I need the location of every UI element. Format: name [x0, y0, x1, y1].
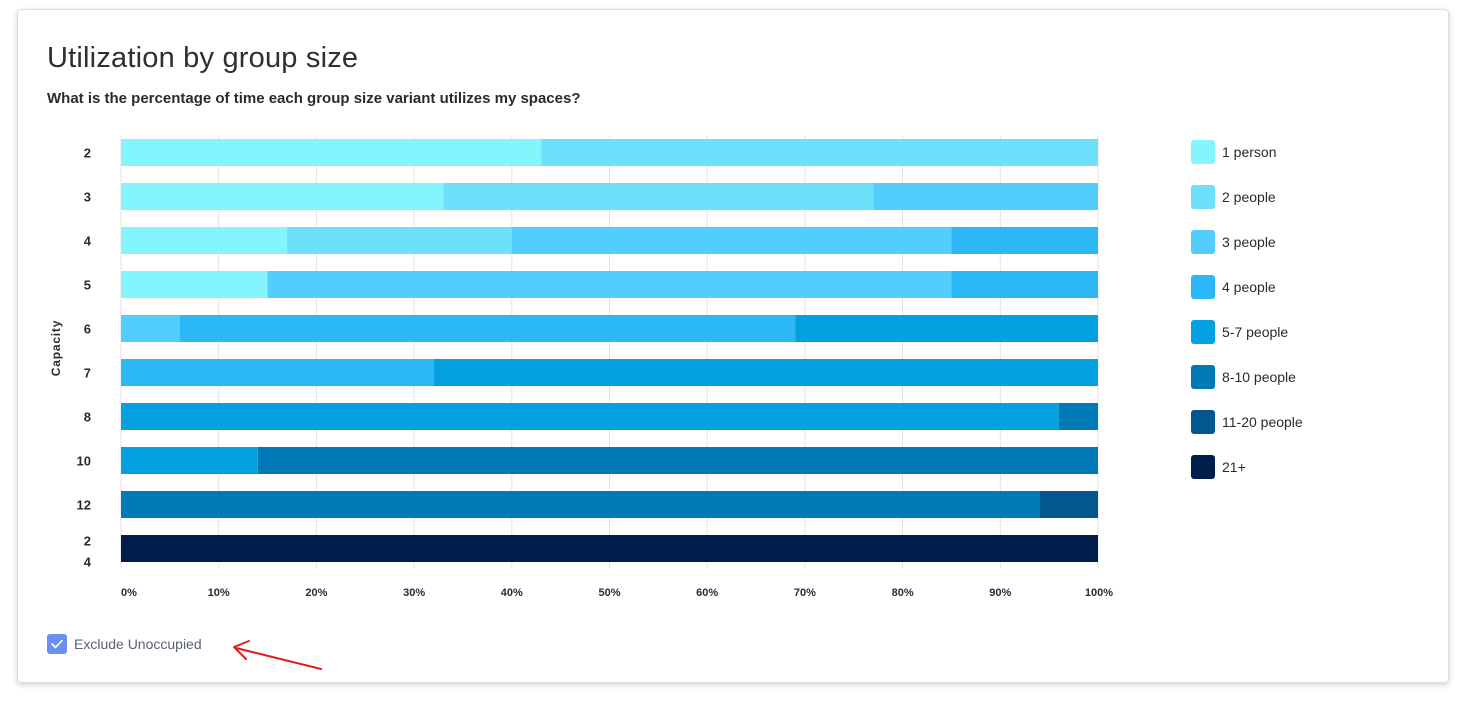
y-tick-label: 12	[77, 498, 91, 513]
bar-segment[interactable]	[121, 491, 1040, 518]
legend-swatch	[1191, 320, 1215, 344]
legend-item[interactable]: 5-7 people	[1191, 319, 1288, 345]
legend-item[interactable]: 4 people	[1191, 274, 1276, 300]
y-tick-label: 3	[84, 190, 91, 205]
bar-segment[interactable]	[951, 227, 1098, 254]
legend-label: 2 people	[1222, 189, 1276, 205]
x-tick-label: 0%	[121, 587, 137, 599]
x-tick-label: 70%	[794, 587, 816, 599]
y-tick-label: 7	[84, 366, 91, 381]
x-tick-label: 90%	[989, 587, 1011, 599]
legend-swatch	[1191, 230, 1215, 254]
legend-label: 1 person	[1222, 144, 1277, 160]
bar-segment[interactable]	[443, 183, 874, 210]
page-title: Utilization by group size	[47, 42, 359, 74]
y-tick-label: 8	[84, 410, 91, 425]
y-tick-label: 2	[84, 146, 91, 161]
legend-label: 3 people	[1222, 234, 1276, 250]
legend-swatch	[1191, 410, 1215, 434]
legend-item[interactable]: 1 person	[1191, 139, 1276, 165]
legend-label: 8-10 people	[1222, 369, 1296, 385]
legend-swatch	[1191, 275, 1215, 299]
legend-item[interactable]: 21+	[1191, 454, 1246, 480]
bar-segment[interactable]	[121, 359, 434, 386]
x-tick-label: 60%	[696, 587, 718, 599]
bar-segment[interactable]	[1058, 403, 1098, 430]
bar-segment[interactable]	[121, 183, 444, 210]
bar-segment[interactable]	[267, 271, 952, 298]
legend-label: 4 people	[1222, 279, 1276, 295]
legend-swatch	[1191, 455, 1215, 479]
chart-subtitle: What is the percentage of time each grou…	[47, 90, 581, 107]
bar-segment[interactable]	[121, 139, 542, 166]
bar-segment[interactable]	[121, 315, 180, 342]
x-tick-label: 100%	[1085, 587, 1113, 599]
x-tick-label: 10%	[208, 587, 230, 599]
y-tick-label: 4	[84, 234, 92, 249]
bar-segment[interactable]	[121, 535, 1098, 562]
bar-segment[interactable]	[873, 183, 1098, 210]
exclude-unoccupied-checkbox[interactable]	[47, 634, 67, 654]
legend-item[interactable]: 8-10 people	[1191, 364, 1296, 390]
legend-swatch	[1191, 185, 1215, 209]
legend-swatch	[1191, 140, 1215, 164]
y-axis-label: Capacity	[49, 320, 63, 376]
legend-label: 11-20 people	[1222, 414, 1303, 430]
bar-segment[interactable]	[121, 403, 1059, 430]
bar-segment[interactable]	[433, 359, 1098, 386]
bar-segment[interactable]	[951, 271, 1098, 298]
legend-swatch	[1191, 365, 1215, 389]
y-tick-label: 6	[84, 322, 91, 337]
bar-segment[interactable]	[287, 227, 512, 254]
chart-card: Utilization by group size What is the pe…	[17, 9, 1449, 683]
bar-segment[interactable]	[1039, 491, 1098, 518]
x-tick-label: 80%	[892, 587, 914, 599]
y-tick-label: 4	[84, 555, 92, 570]
bar-segment[interactable]	[795, 315, 1098, 342]
checkmark-icon	[51, 639, 63, 649]
legend-label: 5-7 people	[1222, 324, 1289, 340]
x-tick-label: 50%	[598, 587, 620, 599]
legend-item[interactable]: 3 people	[1191, 229, 1276, 255]
bar-segment[interactable]	[121, 271, 268, 298]
x-tick-label: 40%	[501, 587, 523, 599]
legend-label: 21+	[1222, 459, 1246, 475]
x-tick-label: 30%	[403, 587, 425, 599]
bar-segment[interactable]	[541, 139, 1098, 166]
legend-item[interactable]: 2 people	[1191, 184, 1276, 210]
x-tick-label: 20%	[305, 587, 327, 599]
legend-item[interactable]: 11-20 people	[1191, 409, 1303, 435]
exclude-unoccupied-label: Exclude Unoccupied	[74, 636, 202, 652]
y-tick-label: 2	[84, 534, 91, 549]
bar-segment[interactable]	[179, 315, 796, 342]
bar-segment[interactable]	[121, 447, 258, 474]
y-tick-label: 10	[77, 454, 91, 469]
bar-segment[interactable]	[121, 227, 288, 254]
bar-segment[interactable]	[511, 227, 952, 254]
y-tick-label: 5	[84, 278, 91, 293]
bar-segment[interactable]	[257, 447, 1098, 474]
exclude-unoccupied-toggle[interactable]: Exclude Unoccupied	[47, 634, 202, 654]
